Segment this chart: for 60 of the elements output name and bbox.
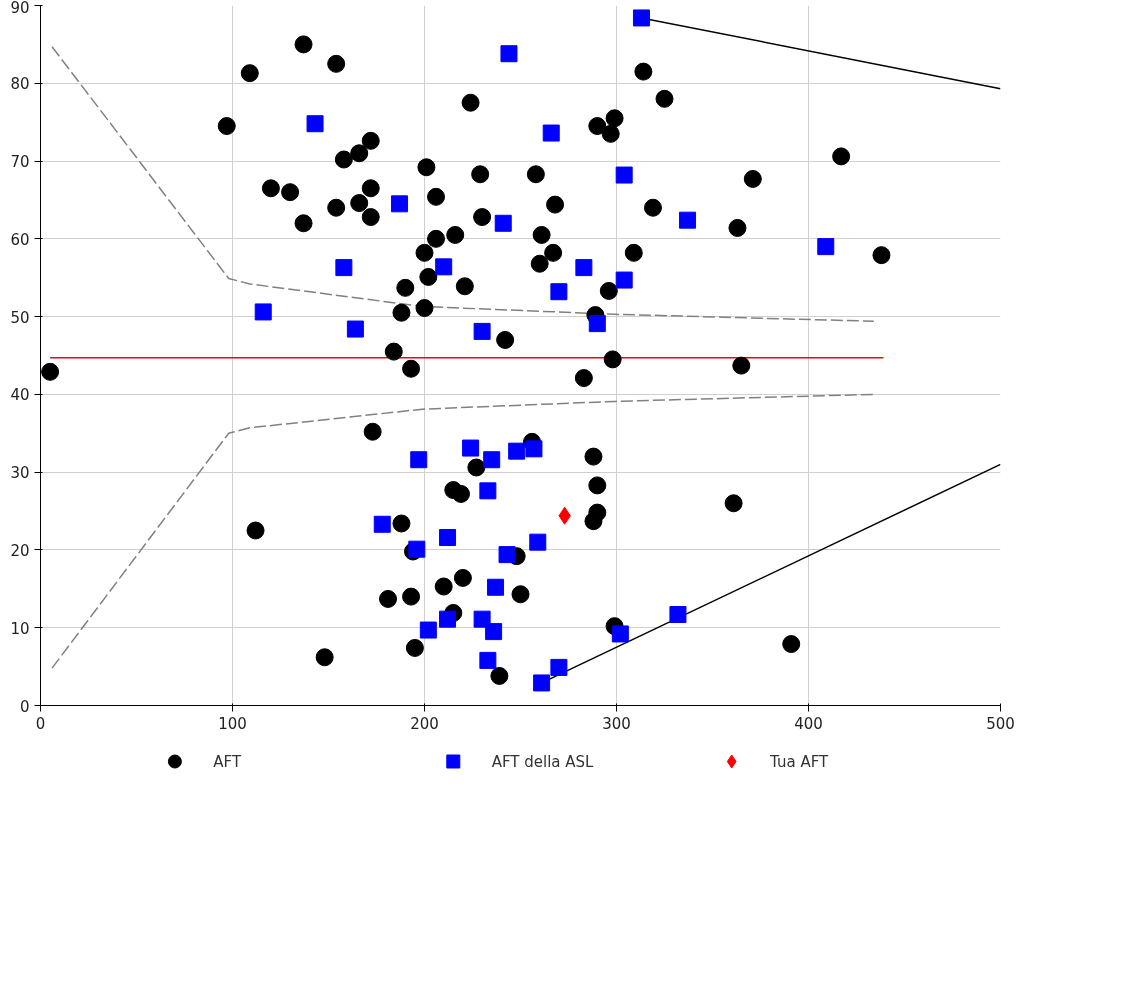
line-series	[51, 393, 875, 669]
point	[254, 303, 272, 321]
point	[485, 623, 503, 641]
point	[575, 259, 593, 277]
point	[679, 211, 697, 229]
point	[479, 482, 497, 500]
point	[435, 258, 453, 276]
y-tick-label: 70	[10, 153, 30, 172]
point	[487, 578, 505, 596]
point	[419, 621, 437, 639]
y-tick-label: 40	[10, 386, 30, 405]
point	[473, 322, 491, 340]
point	[494, 214, 512, 232]
point	[479, 651, 497, 669]
x-tick-label: 0	[35, 714, 46, 733]
y-tick-label: 0	[19, 697, 30, 716]
point	[525, 440, 543, 458]
y-tick-label: 60	[10, 230, 30, 249]
x-tick-label: 200	[410, 714, 439, 733]
point	[391, 195, 409, 213]
point	[550, 283, 568, 301]
point	[550, 658, 568, 676]
point	[542, 124, 560, 142]
point	[508, 442, 526, 460]
x-tick-label: 300	[602, 714, 631, 733]
point	[483, 451, 501, 469]
x-tick-label: 400	[794, 714, 823, 733]
point	[473, 610, 491, 628]
point	[615, 166, 633, 184]
point	[817, 238, 835, 256]
point	[498, 546, 516, 564]
y-tick-label: 30	[10, 464, 30, 483]
x-tick-label: 500	[986, 714, 1015, 733]
point	[306, 115, 324, 133]
y-tick-label: 20	[10, 541, 30, 560]
y-tick-label: 50	[10, 308, 30, 327]
point	[373, 515, 391, 533]
point	[410, 451, 428, 469]
point	[529, 533, 547, 551]
point	[669, 606, 687, 623]
legend-label: Tua AFT	[769, 752, 830, 771]
line-series	[51, 45, 875, 323]
legend-label: AFT della ASL	[491, 752, 595, 771]
point	[615, 271, 633, 289]
point	[632, 9, 650, 27]
point	[346, 320, 364, 338]
y-tick-label: 90	[10, 0, 30, 17]
point	[439, 529, 457, 546]
point	[533, 674, 551, 692]
point	[611, 625, 629, 643]
point	[439, 610, 457, 628]
point	[500, 45, 518, 63]
point	[408, 540, 426, 558]
point	[335, 259, 353, 277]
y-tick-label: 10	[10, 619, 30, 638]
y-tick-label: 80	[10, 75, 30, 94]
point	[462, 439, 480, 457]
legend-label: AFT	[213, 752, 242, 771]
x-tick-label: 100	[218, 714, 247, 733]
point	[588, 315, 606, 333]
